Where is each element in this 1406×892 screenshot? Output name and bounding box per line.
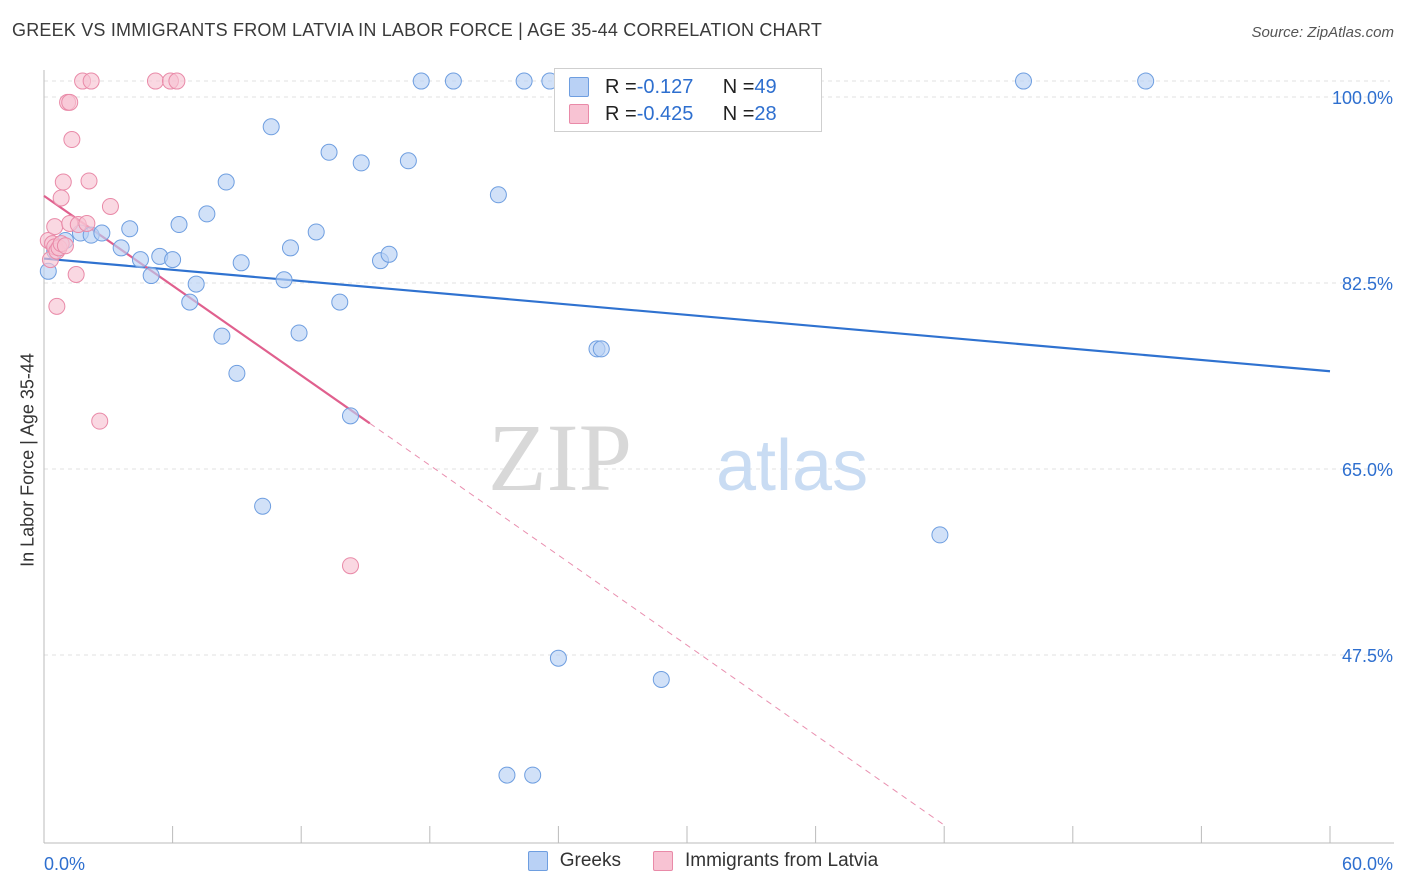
x-tick-label: 0.0% xyxy=(44,854,85,874)
point-greeks xyxy=(444,72,462,90)
grid-lines xyxy=(44,80,1390,656)
y-tick-label: 65.0% xyxy=(1342,460,1393,480)
legend-r-label: R = xyxy=(605,102,637,125)
point-latvia xyxy=(67,265,85,283)
trend-lines xyxy=(43,194,1331,826)
point-greeks xyxy=(217,173,235,191)
point-latvia xyxy=(61,93,79,111)
point-latvia xyxy=(52,189,70,207)
point-greeks xyxy=(232,254,250,272)
point-greeks xyxy=(307,223,325,241)
legend-n-label: N = xyxy=(722,75,755,98)
y-tick-label: 100.0% xyxy=(1332,88,1393,108)
watermark-atlas: atlas xyxy=(716,426,868,506)
trend-line-latvia-extension xyxy=(369,422,945,826)
point-greeks xyxy=(515,72,533,90)
legend-label-latvia: Immigrants from Latvia xyxy=(685,850,879,871)
point-greeks xyxy=(121,220,139,238)
point-latvia xyxy=(146,72,164,90)
chart-title: GREEK VS IMMIGRANTS FROM LATVIA IN LABOR… xyxy=(12,20,823,40)
x-tick-label: 60.0% xyxy=(1342,854,1393,874)
legend-r-label: R = xyxy=(605,75,637,98)
point-greeks xyxy=(93,224,111,242)
point-greeks xyxy=(380,245,398,263)
y-tick-label: 82.5% xyxy=(1342,274,1393,294)
point-latvia xyxy=(82,72,100,90)
point-greeks xyxy=(549,649,567,667)
watermark: ZIP atlas xyxy=(488,404,868,511)
point-greeks xyxy=(352,154,370,172)
point-latvia xyxy=(56,237,74,255)
point-greeks xyxy=(290,324,308,342)
point-greeks xyxy=(198,205,216,223)
trend-line-greeks xyxy=(43,257,1331,373)
point-greeks xyxy=(412,72,430,90)
watermark-zip: ZIP xyxy=(488,404,632,511)
point-greeks xyxy=(275,271,293,289)
legend-item-greeks: Greeks xyxy=(527,850,621,872)
point-greeks xyxy=(489,186,507,204)
point-latvia xyxy=(101,197,119,215)
legend-swatch-latvia xyxy=(653,851,673,871)
legend-row-greeks: R = -0.127 N = 49 xyxy=(569,74,777,100)
point-greeks xyxy=(1137,72,1155,90)
legend-n-value: 49 xyxy=(754,75,777,98)
data-points xyxy=(39,72,1155,784)
legend-item-latvia: Immigrants from Latvia xyxy=(653,850,878,872)
point-greeks xyxy=(131,251,149,269)
point-greeks xyxy=(228,364,246,382)
axes xyxy=(43,70,1394,844)
point-greeks xyxy=(498,766,516,784)
point-greeks xyxy=(170,216,188,234)
point-greeks xyxy=(1015,72,1033,90)
point-greeks xyxy=(592,340,610,358)
point-greeks xyxy=(142,267,160,285)
point-greeks xyxy=(187,275,205,293)
legend-label-greeks: Greeks xyxy=(559,850,621,871)
legend-swatch-greeks xyxy=(569,77,589,97)
point-greeks xyxy=(164,251,182,269)
point-greeks xyxy=(331,293,349,311)
point-greeks xyxy=(652,670,670,688)
legend-swatch-latvia xyxy=(569,104,589,124)
stats-legend: R = -0.127 N = 49 R = -0.425 N = 28 xyxy=(554,68,822,132)
point-latvia xyxy=(80,172,98,190)
point-latvia xyxy=(48,297,66,315)
point-greeks xyxy=(262,118,280,136)
legend-n-value: 28 xyxy=(754,102,777,125)
point-latvia xyxy=(341,557,359,575)
point-greeks xyxy=(254,497,272,515)
point-greeks xyxy=(213,327,231,345)
tick-labels: 47.5% 65.0% 82.5% 100.0% 0.0% 60.0% xyxy=(44,88,1393,874)
point-greeks xyxy=(320,143,338,161)
legend-r-value: -0.127 xyxy=(636,75,694,98)
source-credit: Source: ZipAtlas.com xyxy=(1251,24,1394,41)
legend-r-value: -0.425 xyxy=(636,102,694,125)
point-latvia xyxy=(46,218,64,236)
point-greeks xyxy=(931,526,949,544)
series-legend: Greeks Immigrants from Latvia xyxy=(0,850,1406,872)
point-greeks xyxy=(112,239,130,257)
point-latvia xyxy=(91,412,109,430)
point-latvia xyxy=(168,72,186,90)
point-greeks xyxy=(281,239,299,257)
y-tick-label: 47.5% xyxy=(1342,646,1393,666)
point-greeks xyxy=(524,766,542,784)
point-latvia xyxy=(78,214,96,232)
point-latvia xyxy=(63,131,81,149)
legend-row-latvia: R = -0.425 N = 28 xyxy=(569,101,777,127)
legend-n-label: N = xyxy=(722,102,755,125)
point-greeks xyxy=(181,293,199,311)
legend-swatch-greeks xyxy=(527,851,548,871)
point-greeks xyxy=(341,407,359,425)
point-greeks xyxy=(399,152,417,170)
point-latvia xyxy=(54,173,72,191)
